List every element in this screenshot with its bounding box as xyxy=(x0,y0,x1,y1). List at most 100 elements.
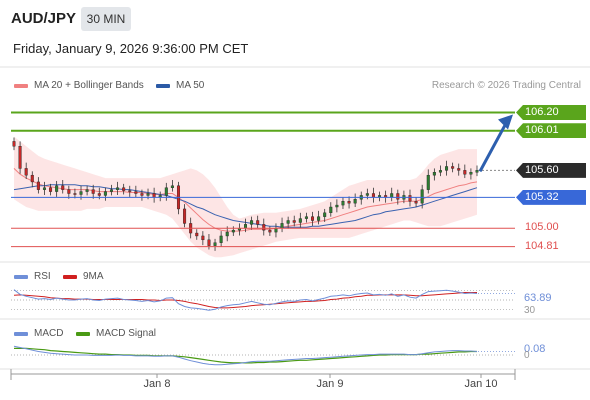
symbol-title: AUD/JPY xyxy=(11,10,77,27)
candle-body xyxy=(451,166,455,169)
candle-body xyxy=(371,193,375,198)
candle-body xyxy=(18,146,22,169)
macd-value-label: 0.08 xyxy=(524,343,546,355)
macd-line xyxy=(13,345,478,366)
candle-body xyxy=(256,220,260,225)
candle-body xyxy=(390,193,394,198)
candle-body xyxy=(116,187,120,190)
time-axis: Jan 8 Jan 9 Jan 10 xyxy=(10,369,516,390)
candle-body xyxy=(164,187,168,196)
candle-body xyxy=(286,220,290,224)
candle-body xyxy=(30,174,34,183)
rsi-ma-swatch xyxy=(63,274,77,279)
candle-body xyxy=(97,193,101,196)
legend-macd-label: MACD xyxy=(34,328,64,339)
candle-body xyxy=(219,235,223,243)
time-tick-label: Jan 9 xyxy=(317,378,344,390)
legend-ma20: MA 20 + Bollinger Bands xyxy=(14,80,144,91)
candle-body xyxy=(79,191,83,195)
candle-body xyxy=(243,224,247,229)
macd-signal-line xyxy=(14,347,477,364)
candle-body xyxy=(134,191,138,194)
rsi-value-label: 63.89 xyxy=(524,292,552,304)
candle-body xyxy=(42,187,46,190)
candle-body xyxy=(24,168,28,176)
candle-body xyxy=(268,229,272,233)
panel-dividers xyxy=(0,66,590,370)
legend-ma50: MA 50 xyxy=(156,80,204,91)
legend-ma20-label: MA 20 + Bollinger Bands xyxy=(34,80,144,91)
candle-body xyxy=(353,199,357,204)
chart-datetime: Friday, January 9, 2026 9:36:00 PM CET xyxy=(13,41,249,56)
candle-body xyxy=(225,231,229,237)
candle-body xyxy=(292,220,296,223)
ma20-swatch xyxy=(14,83,28,88)
candle-body xyxy=(213,242,217,246)
support-level-label: 104.81 xyxy=(525,239,559,252)
candle-body xyxy=(12,141,16,147)
legend-ma50-label: MA 50 xyxy=(176,80,205,91)
candle-body xyxy=(457,168,461,171)
chart-header: AUD/JPY 30 MIN Friday, January 9, 2026 9… xyxy=(0,0,590,70)
rsi-panel xyxy=(11,289,515,311)
candle-body xyxy=(335,204,339,208)
candle-body xyxy=(152,193,156,198)
macd-signal-swatch xyxy=(76,331,90,336)
macd-panel xyxy=(11,345,515,366)
candle-body xyxy=(195,232,199,237)
candle-body xyxy=(329,206,333,213)
support-level-label: 105.00 xyxy=(525,221,559,234)
candle-body xyxy=(109,189,113,192)
candle-body xyxy=(414,201,418,204)
candle-body xyxy=(298,218,302,223)
candle-body xyxy=(140,193,144,196)
legend-rsi-label: RSI xyxy=(34,271,51,282)
rsi-swatch xyxy=(14,274,28,279)
candle-body xyxy=(128,190,132,192)
time-tick-label: Jan 10 xyxy=(464,378,497,390)
candle-body xyxy=(122,187,126,191)
ma50-swatch xyxy=(156,83,170,88)
candle-body xyxy=(201,235,205,241)
pivot-level-label: 105.32 xyxy=(516,189,586,205)
candle-body xyxy=(420,189,424,204)
candle-body xyxy=(207,239,211,246)
price-panel xyxy=(11,111,515,258)
interval-button[interactable]: 30 MIN xyxy=(81,7,131,31)
candle-body xyxy=(49,187,53,192)
candle-body xyxy=(317,216,321,221)
candle-body xyxy=(311,216,315,221)
time-tick-label: Jan 8 xyxy=(144,378,171,390)
legend-rsi: RSI xyxy=(14,271,51,282)
forecast-arrow-head xyxy=(498,114,513,130)
candle-body xyxy=(341,201,345,206)
candle-body xyxy=(438,170,442,173)
candle-body xyxy=(469,172,473,175)
legend-rsi-ma-label: 9MA xyxy=(83,271,104,282)
candle-body xyxy=(231,229,235,233)
rsi-level-label: 30 xyxy=(524,305,536,316)
candle-body xyxy=(103,191,107,196)
candle-body xyxy=(408,195,412,202)
candle-body xyxy=(61,185,65,190)
resistance-level-label: 106.01 xyxy=(516,123,586,139)
last-level-label: 105.60 xyxy=(516,162,586,178)
candle-body xyxy=(85,189,89,192)
candle-body xyxy=(304,216,308,219)
candle-body xyxy=(55,185,59,192)
macd-level-label: 0 xyxy=(524,350,530,361)
rsi-line xyxy=(13,289,478,311)
legend-rsi-ma: 9MA xyxy=(63,271,104,282)
candle-body xyxy=(36,181,40,190)
candle-body xyxy=(183,208,187,224)
candle-body xyxy=(426,174,430,190)
candle-body xyxy=(250,220,254,225)
legend-macd: MACD xyxy=(14,328,63,339)
bollinger-band xyxy=(14,136,477,258)
legend-macd-signal-label: MACD Signal xyxy=(96,328,157,339)
resistance-level-label: 106.20 xyxy=(516,104,586,120)
candle-body xyxy=(463,170,467,175)
candle-body xyxy=(445,166,449,171)
candle-body xyxy=(432,172,436,176)
